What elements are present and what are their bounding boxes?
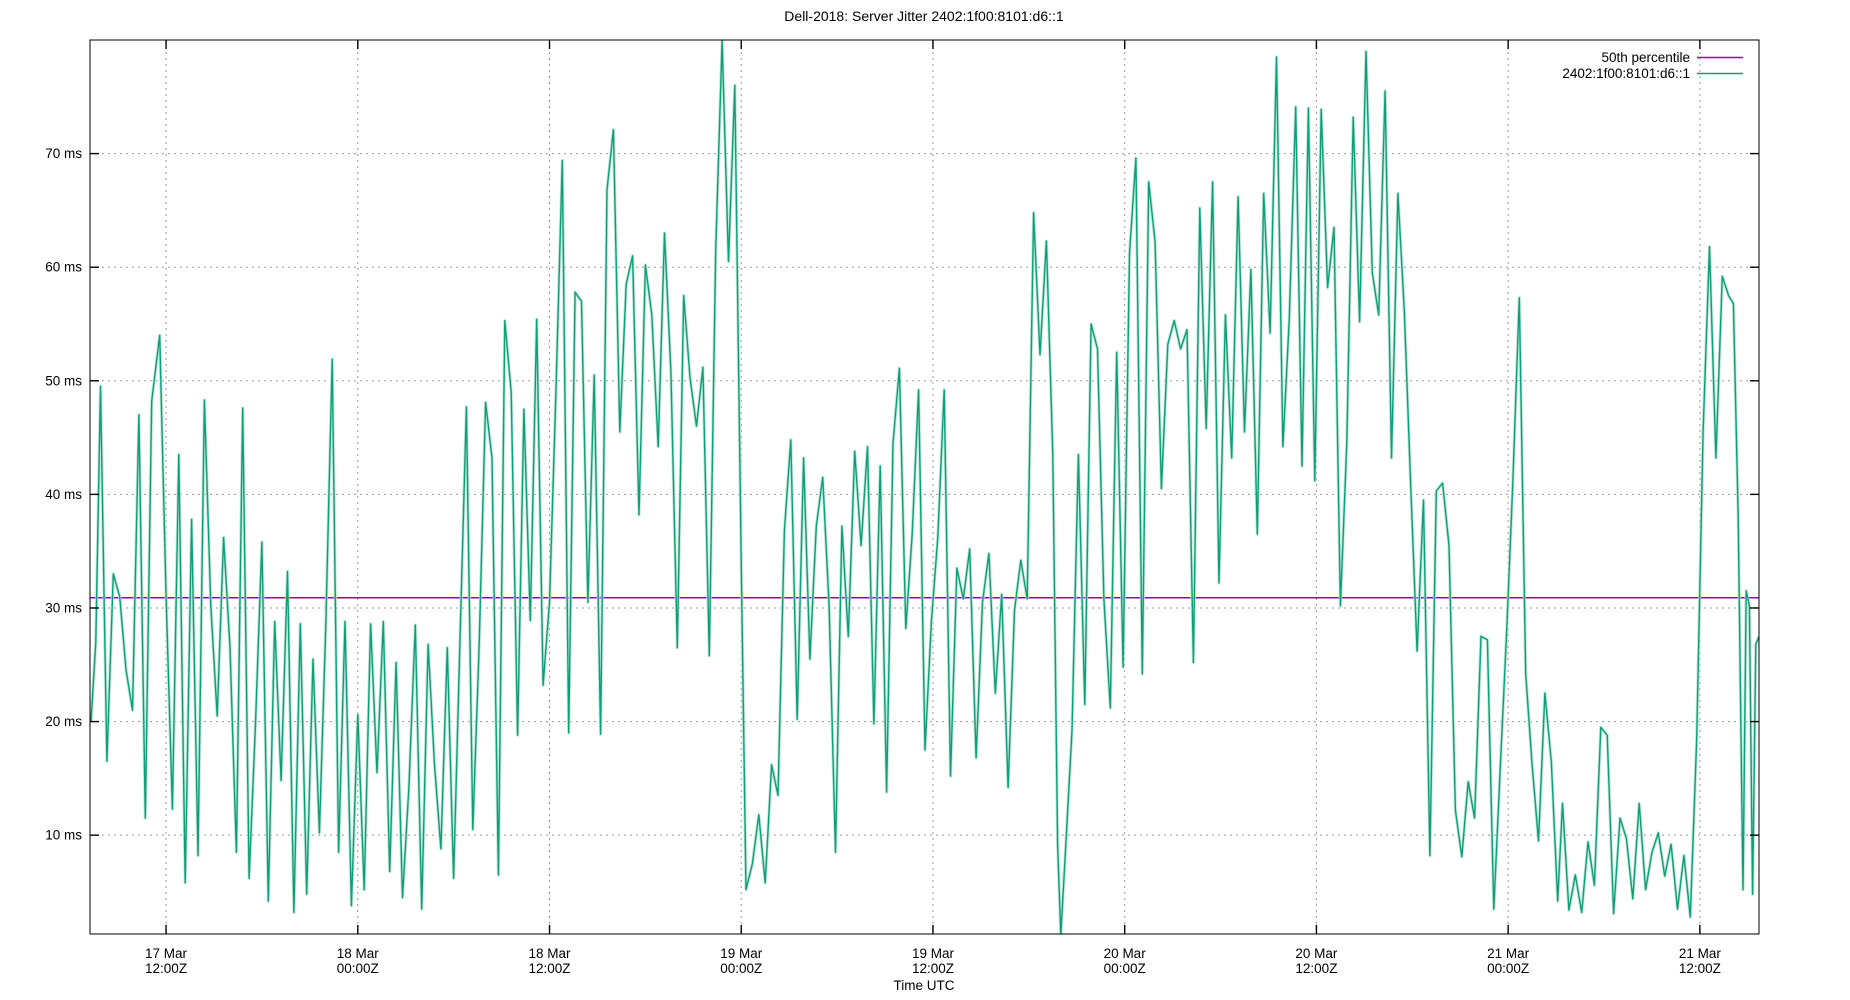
y-tick-label: 70 ms bbox=[45, 146, 82, 161]
x-tick-label-time: 12:00Z bbox=[912, 961, 954, 976]
x-tick-label-time: 12:00Z bbox=[145, 961, 187, 976]
x-tick-label-time: 00:00Z bbox=[720, 961, 762, 976]
x-tick-label-date: 19 Mar bbox=[912, 946, 955, 961]
plot-border bbox=[89, 39, 1760, 935]
x-tick-label-time: 12:00Z bbox=[528, 961, 570, 976]
legend: 50th percentile 2402:1f00:8101:d6::1 bbox=[1562, 50, 1743, 81]
chart-title: Dell-2018: Server Jitter 2402:1f00:8101:… bbox=[784, 8, 1064, 24]
x-tick-label-date: 21 Mar bbox=[1487, 946, 1530, 961]
x-tick-label-date: 19 Mar bbox=[720, 946, 763, 961]
x-tick-label-date: 20 Mar bbox=[1104, 946, 1147, 961]
x-tick-label-date: 17 Mar bbox=[145, 946, 188, 961]
y-tick-label: 50 ms bbox=[45, 373, 82, 388]
y-tick-label: 20 ms bbox=[45, 714, 82, 729]
axis-labels: 10 ms 20 ms 30 ms 40 ms 50 ms 60 ms 70 ms 17 Ma… bbox=[45, 146, 1721, 976]
series-line bbox=[90, 40, 1759, 934]
legend-label-median: 50th percentile bbox=[1601, 50, 1690, 65]
x-tick-label-date: 18 Mar bbox=[528, 946, 571, 961]
series-line-halo bbox=[90, 40, 1759, 934]
x-tick-label-date: 20 Mar bbox=[1295, 946, 1338, 961]
series-group bbox=[90, 40, 1759, 934]
legend-label-series: 2402:1f00:8101:d6::1 bbox=[1562, 66, 1690, 81]
x-tick-label-time: 00:00Z bbox=[337, 961, 379, 976]
y-tick-label: 60 ms bbox=[45, 260, 82, 275]
x-tick-label-time: 12:00Z bbox=[1679, 961, 1721, 976]
tick-marks bbox=[90, 40, 1759, 934]
y-tick-label: 30 ms bbox=[45, 600, 82, 615]
x-tick-label-time: 12:00Z bbox=[1295, 961, 1337, 976]
x-tick-label-date: 18 Mar bbox=[337, 946, 380, 961]
x-tick-label-time: 00:00Z bbox=[1104, 961, 1146, 976]
x-axis-title: Time UTC bbox=[894, 978, 955, 993]
y-tick-label: 10 ms bbox=[45, 828, 82, 843]
x-tick-label-date: 21 Mar bbox=[1679, 946, 1722, 961]
x-tick-label-time: 00:00Z bbox=[1487, 961, 1529, 976]
y-tick-label: 40 ms bbox=[45, 487, 82, 502]
